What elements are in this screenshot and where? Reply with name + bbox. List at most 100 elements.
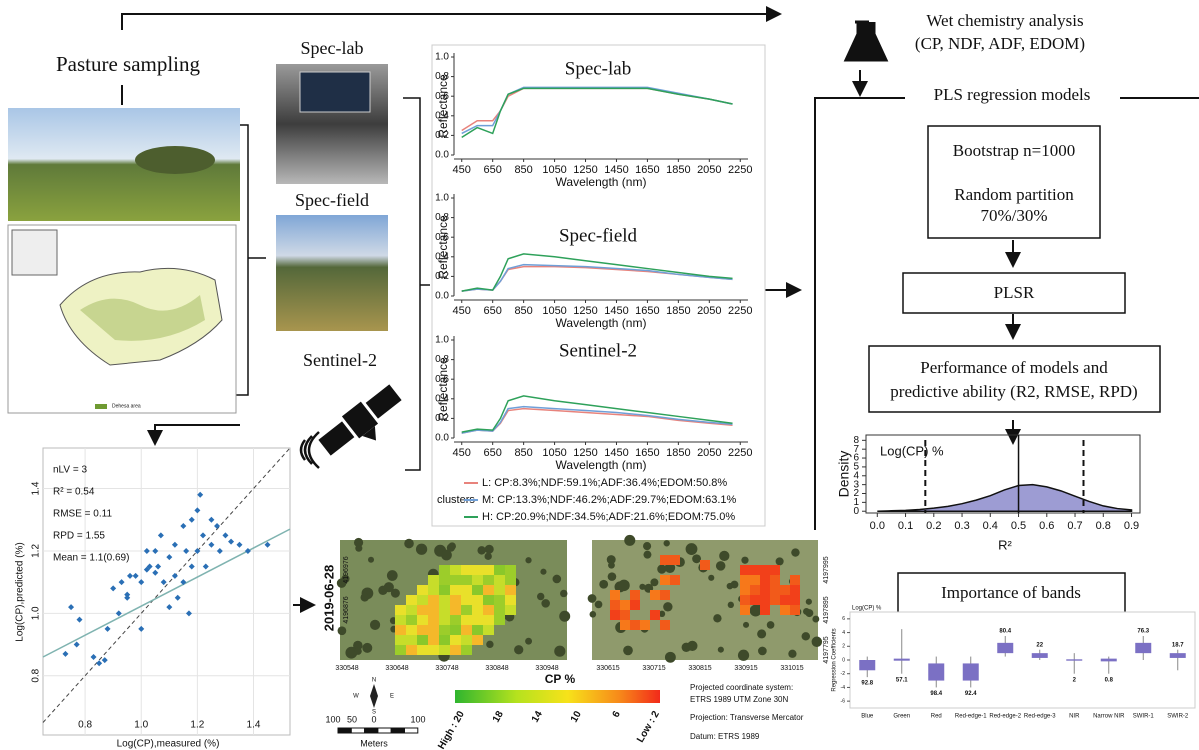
panel-title: Spec-lab [565,58,631,79]
tree [560,590,567,597]
tree [485,553,492,560]
scale-label: 50 [347,714,357,724]
cp-pixel [505,575,516,585]
x-tick-label: 1250 [573,164,597,176]
cp-pixel [780,595,790,605]
cp-pixel [505,565,516,575]
tree [682,643,691,652]
pls-title: PLS regression models [934,85,1091,104]
importance-label: 0.8 [1105,677,1114,683]
tree [758,647,767,656]
cp-pixel [770,595,780,605]
compass: E [390,694,394,700]
cp-pixel [439,595,450,605]
x-tick-label: 1.0 [134,720,148,731]
cp-pixel [461,585,472,595]
x-tick-label: 1050 [542,164,566,176]
tree [338,626,347,635]
box [859,660,875,670]
tree [362,643,372,653]
coord-label: 331015 [780,665,803,672]
importance-label: 76.3 [1137,629,1149,635]
panel-title: Sentinel-2 [559,340,637,361]
cp-pixel [406,645,417,655]
cp-pixel [610,610,620,620]
cp-pixel [483,585,494,595]
cp-pixel [461,645,472,655]
x-tick-label: 2250 [728,447,752,459]
tree [741,557,748,564]
tree [618,580,630,592]
scale-unit: Meters [360,738,388,748]
scale-segment [378,728,391,733]
x-tick-label: 0.8 [1096,520,1111,532]
tree [514,645,523,654]
cp-pixel [461,615,472,625]
tree [718,647,724,653]
cp-pixel [630,620,640,630]
cp-pixel [494,585,505,595]
y-tick-label: 0.0 [435,150,449,161]
cp-pixel [750,565,760,575]
tree [802,632,810,640]
tree [665,652,676,663]
tree [643,542,651,550]
tree [477,546,485,554]
x-tick-label: 0.8 [78,720,92,731]
cp-pixel [450,595,461,605]
tree [590,611,597,618]
y-axis-title: Reflectance [436,215,450,279]
x-tick-label: 1850 [666,164,690,176]
cp-pixel [505,605,516,615]
legend-label: H: CP:20.9%;NDF:34.5%;ADF:21.6%;EDOM:75.… [482,511,735,523]
cp-pixel [417,645,428,655]
map-date: 2019-06-28 [321,565,336,632]
cp-pixel [395,615,406,625]
tree [716,561,726,571]
coord-label: 330615 [596,665,619,672]
step: Random partition [954,185,1074,204]
cp-pixel [630,600,640,610]
tree [806,599,812,605]
cp-pixel [406,595,417,605]
tree [791,548,799,556]
tree [738,650,749,661]
cp-pixel [670,575,680,585]
y-tick-label: 4 [842,630,845,636]
cp-pixel [428,575,439,585]
x-tick-label: 1.2 [190,720,204,731]
tree [486,641,493,648]
x-axis-title: Wavelength (nm) [556,175,647,189]
x-tick-label: NIR [1069,714,1080,720]
scale-segment [365,728,378,733]
cp-pixel [660,555,670,565]
importance-label: 18.7 [1172,642,1184,648]
y-axis-title: Reflectance [436,357,450,421]
cp-pixel [780,585,790,595]
step: Performance of models and [920,358,1108,377]
y-tick-label: 6 [842,616,845,622]
box [997,643,1013,653]
chart-title: Log(CP) % [852,606,882,612]
scale-segment [351,728,364,733]
cp-pixel [472,565,483,575]
cp-pixel [406,605,417,615]
cp-pixel [610,590,620,600]
x-tick-label: 850 [514,305,532,317]
cp-pixel [450,585,461,595]
x-tick-label: 450 [453,164,471,176]
coord-label: 4197795 [823,636,830,663]
tree [541,599,550,608]
tree [743,622,749,628]
x-tick-label: Red [931,714,942,720]
cp-pixel [461,635,472,645]
tree [525,557,531,563]
tree [803,608,810,615]
y-tick-label: 1.2 [31,544,42,558]
tree [384,582,394,592]
x-tick-label: 2250 [728,164,752,176]
coord-label: 330648 [385,665,408,672]
x-tick-label: 0.2 [926,520,941,532]
tree [686,543,698,555]
y-tick-label: -6 [841,698,846,704]
